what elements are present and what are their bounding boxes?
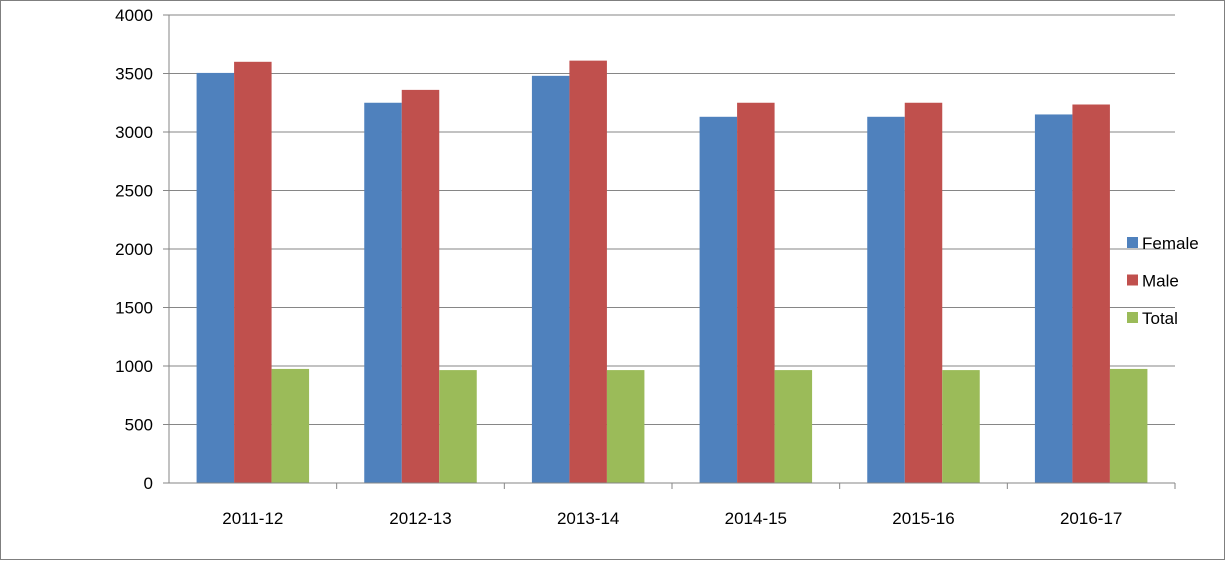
y-tick-label: 3000 bbox=[115, 123, 153, 142]
bar-male bbox=[1072, 104, 1110, 483]
y-tick-label: 2000 bbox=[115, 240, 153, 259]
y-tick-label: 4000 bbox=[115, 6, 153, 25]
bar-total bbox=[439, 370, 477, 483]
bar-male bbox=[904, 102, 943, 483]
bar-male bbox=[234, 61, 272, 484]
bar-female bbox=[364, 102, 402, 483]
axes bbox=[163, 14, 1176, 489]
x-tick-label: 2011-12 bbox=[222, 509, 283, 528]
bar-female bbox=[531, 75, 570, 483]
legend-swatch-male bbox=[1127, 274, 1138, 286]
bar-total bbox=[774, 370, 813, 483]
bar-male bbox=[737, 102, 775, 483]
y-tick-label: 3500 bbox=[115, 65, 153, 84]
bar-female bbox=[1034, 114, 1073, 483]
x-tick-label: 2014-15 bbox=[725, 509, 787, 528]
legend-label-male: Male bbox=[1142, 272, 1179, 291]
bar-female bbox=[196, 72, 235, 483]
gridlines bbox=[169, 14, 1175, 425]
y-tick-label: 2500 bbox=[115, 182, 153, 201]
x-tick-label: 2012-13 bbox=[389, 509, 451, 528]
x-tick-label: 2016-17 bbox=[1060, 509, 1122, 528]
bar-male bbox=[569, 60, 607, 483]
bar-total bbox=[271, 368, 310, 483]
x-tick-label: 2013-14 bbox=[557, 509, 619, 528]
legend-swatch-female bbox=[1127, 237, 1138, 248]
y-tick-label: 1000 bbox=[115, 357, 153, 376]
bar-total bbox=[606, 370, 645, 483]
legend-swatch-total bbox=[1127, 312, 1138, 323]
bar-total bbox=[1109, 368, 1148, 483]
y-tick-label: 0 bbox=[144, 474, 153, 493]
bars bbox=[196, 60, 1148, 484]
y-tick-label: 500 bbox=[125, 416, 153, 435]
bar-female bbox=[867, 116, 905, 483]
legend: Female Male Total bbox=[1127, 234, 1199, 328]
x-tick-label: 2015-16 bbox=[892, 509, 954, 528]
bar-total bbox=[942, 370, 980, 483]
legend-label-total: Total bbox=[1142, 309, 1178, 328]
legend-label-female: Female bbox=[1142, 234, 1199, 253]
bar-male bbox=[401, 89, 440, 483]
x-axis-ticks: 2011-12 2012-13 2013-14 2014-15 2015-16 2016-… bbox=[222, 509, 1122, 528]
y-tick-label: 1500 bbox=[115, 299, 153, 318]
bar-female bbox=[699, 116, 738, 483]
y-axis-ticks: 0 500 1000 1500 2000 2500 3000 3500 4000 bbox=[115, 6, 153, 493]
